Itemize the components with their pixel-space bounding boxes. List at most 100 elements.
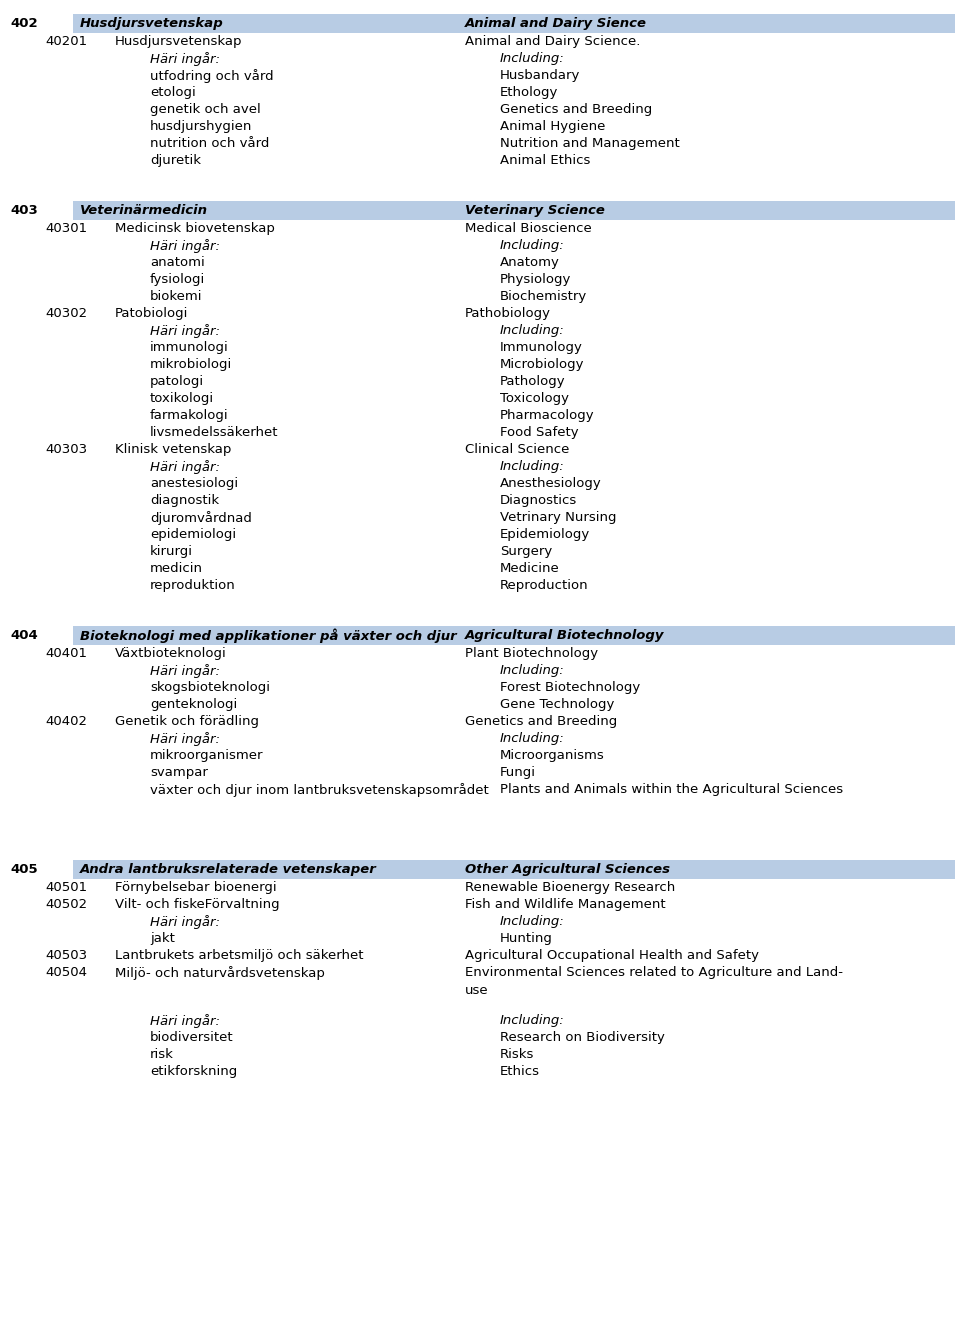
Text: 40302: 40302 <box>45 307 87 321</box>
Text: 40303: 40303 <box>45 444 87 456</box>
Text: Physiology: Physiology <box>500 273 571 286</box>
Text: farmakologi: farmakologi <box>150 409 228 422</box>
Text: Medicinsk biovetenskap: Medicinsk biovetenskap <box>115 222 275 235</box>
Text: genteknologi: genteknologi <box>150 697 237 711</box>
Text: livsmedelssäkerhet: livsmedelssäkerhet <box>150 426 278 440</box>
Text: Animal and Dairy Sience: Animal and Dairy Sience <box>465 17 647 29</box>
Text: Klinisk vetenskap: Klinisk vetenskap <box>115 444 231 456</box>
Text: 403: 403 <box>10 204 37 216</box>
Text: Microbiology: Microbiology <box>500 358 585 371</box>
Text: 402: 402 <box>10 17 37 29</box>
Text: Renewable Bioenergy Research: Renewable Bioenergy Research <box>465 880 675 894</box>
Text: Häri ingår:: Häri ingår: <box>150 664 220 677</box>
Text: Andra lantbruksrelaterade vetenskaper: Andra lantbruksrelaterade vetenskaper <box>80 863 376 876</box>
Text: Other Agricultural Sciences: Other Agricultural Sciences <box>465 863 670 876</box>
Text: mikrobiologi: mikrobiologi <box>150 358 232 371</box>
Text: Including:: Including: <box>500 732 564 745</box>
Bar <box>73 860 955 879</box>
Text: Häri ingår:: Häri ingår: <box>150 915 220 929</box>
Text: djuretik: djuretik <box>150 154 201 167</box>
Text: Förnybelsebar bioenergi: Förnybelsebar bioenergi <box>115 880 276 894</box>
Text: Miljö- och naturvårdsvetenskap: Miljö- och naturvårdsvetenskap <box>115 966 324 981</box>
Text: Pathobiology: Pathobiology <box>465 307 551 321</box>
Text: Bioteknologi med applikationer på växter och djur: Bioteknologi med applikationer på växter… <box>80 628 457 643</box>
Text: Veterinärmedicin: Veterinärmedicin <box>80 204 208 216</box>
Text: Vetrinary Nursing: Vetrinary Nursing <box>500 510 616 524</box>
Text: Risks: Risks <box>500 1047 535 1061</box>
Text: Immunology: Immunology <box>500 341 583 354</box>
Text: Vilt- och fiskeFörvaltning: Vilt- och fiskeFörvaltning <box>115 898 279 911</box>
Text: biodiversitet: biodiversitet <box>150 1031 233 1043</box>
Text: 40501: 40501 <box>45 880 87 894</box>
Text: Including:: Including: <box>500 325 564 337</box>
Text: Clinical Science: Clinical Science <box>465 444 569 456</box>
Text: Gene Technology: Gene Technology <box>500 697 614 711</box>
Text: 405: 405 <box>10 863 37 876</box>
Text: Including:: Including: <box>500 1014 564 1027</box>
Text: Pharmacology: Pharmacology <box>500 409 594 422</box>
Text: Ethology: Ethology <box>500 86 559 99</box>
Text: Genetik och förädling: Genetik och förädling <box>115 715 259 728</box>
Text: Häri ingår:: Häri ingår: <box>150 1014 220 1027</box>
Text: Häri ingår:: Häri ingår: <box>150 52 220 65</box>
Text: Toxicology: Toxicology <box>500 391 569 405</box>
Text: Reproduction: Reproduction <box>500 578 588 592</box>
Text: Nutrition and Management: Nutrition and Management <box>500 138 680 150</box>
Text: 40502: 40502 <box>45 898 87 911</box>
Text: Microorganisms: Microorganisms <box>500 749 605 762</box>
Text: Research on Biodiversity: Research on Biodiversity <box>500 1031 665 1043</box>
Text: biokemi: biokemi <box>150 290 203 303</box>
Text: Ethics: Ethics <box>500 1065 540 1078</box>
Text: Medical Bioscience: Medical Bioscience <box>465 222 591 235</box>
Text: Including:: Including: <box>500 915 564 929</box>
Text: Epidemiology: Epidemiology <box>500 528 590 541</box>
Text: diagnostik: diagnostik <box>150 494 219 506</box>
Text: Animal Ethics: Animal Ethics <box>500 154 590 167</box>
Text: Veterinary Science: Veterinary Science <box>465 204 605 216</box>
Text: Forest Biotechnology: Forest Biotechnology <box>500 681 640 693</box>
Text: Medicine: Medicine <box>500 562 560 574</box>
Text: utfodring och vård: utfodring och vård <box>150 69 274 83</box>
Text: Food Safety: Food Safety <box>500 426 579 440</box>
Text: 404: 404 <box>10 629 37 643</box>
Text: Surgery: Surgery <box>500 545 552 558</box>
Text: Husbandary: Husbandary <box>500 69 581 81</box>
Text: medicin: medicin <box>150 562 203 574</box>
Text: Genetics and Breeding: Genetics and Breeding <box>500 103 652 116</box>
Text: 40401: 40401 <box>45 647 87 660</box>
Text: Including:: Including: <box>500 239 564 253</box>
Text: 40201: 40201 <box>45 35 87 48</box>
Text: Including:: Including: <box>500 52 564 65</box>
Text: 40402: 40402 <box>45 715 87 728</box>
Text: Anatomy: Anatomy <box>500 257 560 269</box>
Text: skogsbioteknologi: skogsbioteknologi <box>150 681 270 693</box>
Text: anestesiologi: anestesiologi <box>150 477 238 490</box>
Text: 40503: 40503 <box>45 949 87 962</box>
Text: Fungi: Fungi <box>500 766 536 779</box>
Text: Animal Hygiene: Animal Hygiene <box>500 120 606 134</box>
Text: anatomi: anatomi <box>150 257 204 269</box>
Text: Lantbrukets arbetsmiljö och säkerhet: Lantbrukets arbetsmiljö och säkerhet <box>115 949 364 962</box>
Text: svampar: svampar <box>150 766 208 779</box>
Text: 40504: 40504 <box>45 966 87 979</box>
Text: Environmental Sciences related to Agriculture and Land-
use: Environmental Sciences related to Agricu… <box>465 966 843 997</box>
Text: epidemiologi: epidemiologi <box>150 528 236 541</box>
Text: genetik och avel: genetik och avel <box>150 103 261 116</box>
Text: djuromvårdnad: djuromvårdnad <box>150 510 252 525</box>
Text: nutrition och vård: nutrition och vård <box>150 138 270 150</box>
Text: patologi: patologi <box>150 375 204 387</box>
Text: Häri ingår:: Häri ingår: <box>150 732 220 745</box>
Text: växter och djur inom lantbruksvetenskapsområdet: växter och djur inom lantbruksvetenskaps… <box>150 783 489 798</box>
Text: Diagnostics: Diagnostics <box>500 494 577 506</box>
Text: kirurgi: kirurgi <box>150 545 193 558</box>
Text: Anesthesiology: Anesthesiology <box>500 477 602 490</box>
Text: Växtbioteknologi: Växtbioteknologi <box>115 647 227 660</box>
Text: Husdjursvetenskap: Husdjursvetenskap <box>80 17 224 29</box>
Text: toxikologi: toxikologi <box>150 391 214 405</box>
Text: Häri ingår:: Häri ingår: <box>150 325 220 338</box>
Text: Patobiologi: Patobiologi <box>115 307 188 321</box>
Text: reproduktion: reproduktion <box>150 578 236 592</box>
Text: Hunting: Hunting <box>500 933 553 945</box>
Text: Biochemistry: Biochemistry <box>500 290 588 303</box>
Text: Pathology: Pathology <box>500 375 565 387</box>
